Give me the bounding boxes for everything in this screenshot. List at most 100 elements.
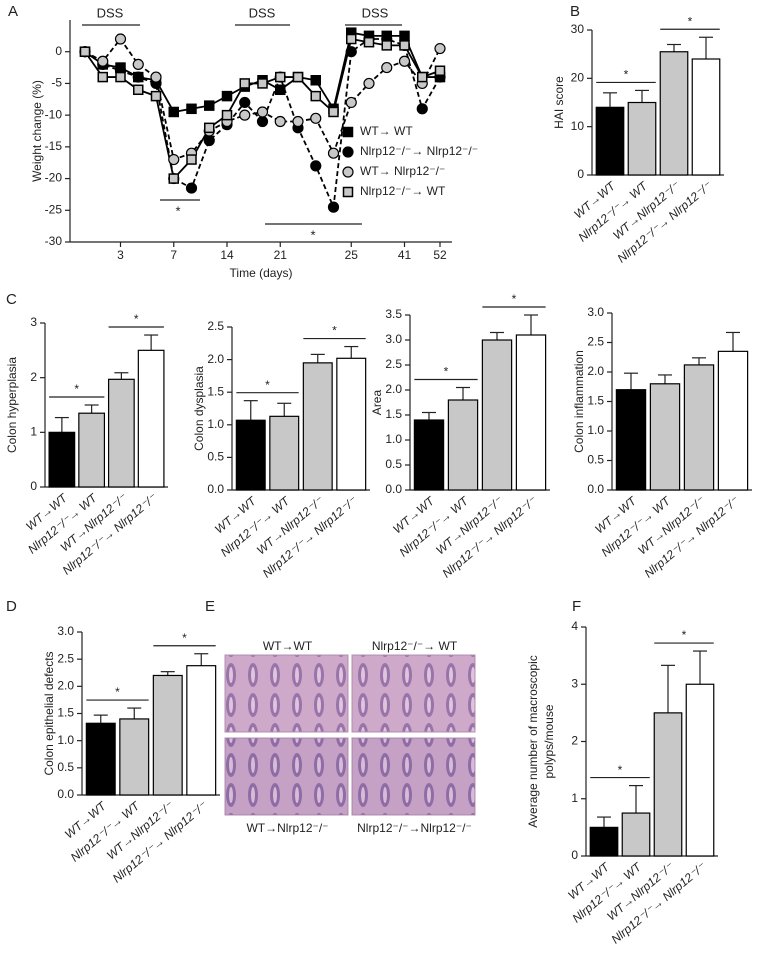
x-tick-label: 14	[220, 248, 234, 262]
marker	[345, 96, 357, 109]
y-tick-label: 0	[571, 848, 578, 862]
annotation: DSS	[249, 5, 276, 20]
marker	[328, 106, 339, 118]
marker	[256, 106, 269, 118]
marker	[239, 109, 251, 121]
y-tick-label: 1.5	[57, 706, 74, 720]
bar	[336, 357, 367, 491]
bar	[186, 665, 217, 796]
marker	[310, 75, 321, 86]
bar	[595, 106, 625, 176]
marker	[221, 109, 233, 121]
series-line	[84, 37, 441, 161]
bar	[107, 378, 135, 488]
bar	[691, 58, 721, 176]
significance-label: *	[265, 378, 270, 392]
y-tick-label: -30	[45, 234, 63, 248]
marker	[363, 77, 375, 90]
bar	[627, 101, 657, 176]
marker	[168, 153, 180, 166]
y-tick-label: 0.5	[57, 760, 74, 774]
y-tick-label: 3.0	[587, 305, 604, 319]
y-tick-label: 3	[571, 676, 578, 690]
marker	[186, 103, 197, 115]
y-tick-label: 2	[571, 734, 578, 748]
y-axis-title: Colon hyperplasia	[5, 357, 19, 453]
y-tick-label: 10	[571, 119, 585, 133]
y-axis-title: HAI score	[552, 76, 566, 129]
significance-label: *	[682, 628, 687, 642]
bar	[302, 362, 333, 491]
x-tick-label: 25	[345, 248, 359, 262]
y-tick-label: 4	[571, 619, 578, 633]
marker	[310, 112, 322, 124]
x-tick-label: 41	[398, 248, 412, 262]
bar	[85, 722, 116, 796]
y-tick-label: -15	[45, 139, 63, 153]
legend-marker	[342, 126, 354, 138]
bar	[515, 334, 547, 491]
y-tick-label: 0	[577, 167, 584, 181]
marker	[132, 71, 144, 83]
histology-tint	[225, 738, 348, 815]
marker	[204, 122, 215, 134]
histology-image	[351, 654, 476, 733]
histology-image	[224, 737, 349, 816]
marker	[275, 71, 286, 83]
marker	[346, 33, 357, 45]
y-axis-title: Colon inflammation	[572, 350, 586, 453]
significance-label: *	[688, 14, 693, 28]
marker	[434, 65, 446, 76]
y-axis-title: Colon epithelial defects	[42, 651, 56, 775]
y-tick-label: 0.5	[207, 450, 224, 464]
x-tick-label: 3	[117, 248, 124, 262]
marker	[399, 40, 410, 51]
marker	[203, 134, 215, 147]
y-tick-label: -20	[45, 171, 63, 185]
legend-label: WT→ WT	[360, 124, 413, 138]
marker	[97, 55, 109, 67]
histology-tint	[225, 655, 348, 732]
significance-label: *	[182, 631, 187, 645]
marker	[168, 173, 179, 184]
marker	[275, 84, 286, 96]
marker	[434, 42, 446, 55]
bar	[78, 412, 106, 488]
bar	[717, 350, 749, 491]
y-tick-label: 0.0	[587, 482, 604, 496]
y-tick-label: -10	[45, 107, 63, 121]
y-axis-title: Average number of macroscopic	[526, 655, 540, 828]
marker	[221, 90, 233, 102]
marker	[327, 201, 340, 213]
y-tick-label: 2	[30, 370, 37, 384]
significance-label: *	[115, 685, 120, 699]
bar	[269, 415, 300, 491]
bar	[649, 383, 681, 491]
y-tick-label: 2.5	[385, 357, 402, 371]
marker	[381, 40, 392, 51]
marker	[133, 84, 144, 96]
marker	[185, 182, 198, 194]
y-tick-label: -25	[45, 202, 63, 216]
y-tick-label: 1	[30, 425, 37, 439]
bar	[235, 419, 266, 491]
marker	[239, 78, 250, 89]
panel-letter: D	[6, 598, 17, 615]
bar	[621, 812, 651, 857]
y-tick-label: 1.0	[385, 432, 402, 446]
annotation: DSS	[97, 5, 124, 20]
y-tick-label: 1.5	[385, 407, 402, 421]
y-axis-title: Colon dysplasia	[192, 366, 206, 451]
panel-letter: C	[6, 291, 17, 308]
x-axis-title: Time (days)	[230, 266, 293, 280]
marker	[327, 147, 340, 159]
y-tick-label: 20	[571, 71, 585, 85]
y-tick-label: 2.0	[587, 364, 604, 378]
y-tick-label: 3.0	[57, 624, 74, 638]
bar	[137, 349, 165, 488]
histology-tint	[352, 655, 475, 732]
y-tick-label: 3	[30, 315, 37, 329]
bar	[683, 364, 715, 491]
significance-label: *	[618, 763, 623, 777]
